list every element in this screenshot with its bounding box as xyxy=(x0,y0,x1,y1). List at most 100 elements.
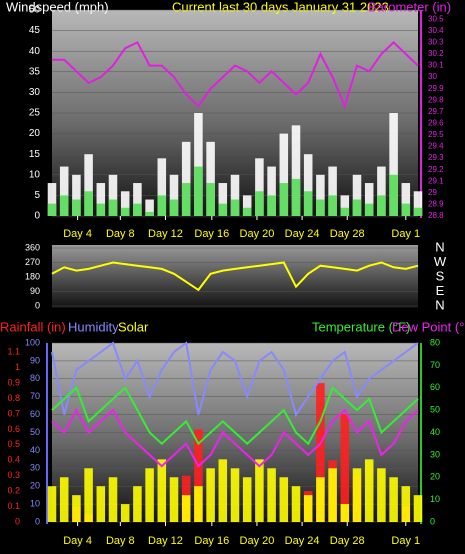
y2-tick-label: 30 xyxy=(428,72,437,81)
bar xyxy=(255,459,264,522)
bar xyxy=(59,166,69,216)
bar xyxy=(413,495,423,522)
bar xyxy=(120,504,130,522)
bar xyxy=(328,468,337,522)
y2-tick-label: E xyxy=(436,283,445,298)
series-line xyxy=(51,261,419,292)
bar xyxy=(206,183,215,216)
y-tick-label: 45 xyxy=(29,25,41,36)
y-tick-label: 50 xyxy=(29,5,41,16)
x-tick-label: Day 24 xyxy=(285,535,320,547)
series-line xyxy=(51,341,419,417)
y3-tick-label: 0.1 xyxy=(7,501,20,511)
y2-tick-label: 29.9 xyxy=(428,84,444,93)
bar xyxy=(364,203,374,216)
bar xyxy=(242,477,252,522)
bar xyxy=(133,183,142,216)
y2-tick-label: 30.4 xyxy=(428,26,444,35)
y3-tick-label: 0.7 xyxy=(7,408,20,418)
bar xyxy=(267,195,276,216)
bar xyxy=(377,195,386,216)
bar xyxy=(218,203,228,216)
y2-tick-label: 60 xyxy=(430,382,440,392)
y2-tick-label: 20 xyxy=(430,472,440,482)
bar xyxy=(169,477,179,522)
y3-tick-label: 0.4 xyxy=(7,455,20,465)
bar xyxy=(230,468,240,522)
bar xyxy=(84,191,93,216)
y3-tick-label: 0.5 xyxy=(7,439,20,449)
y-tick-label: 40 xyxy=(30,445,40,455)
y3-tick-label: 0.6 xyxy=(7,424,20,434)
bar xyxy=(145,468,154,522)
y2-tick-label: 30.5 xyxy=(428,14,444,23)
y2-tick-label: 29.8 xyxy=(428,95,444,104)
bar xyxy=(340,504,350,522)
bar xyxy=(340,413,350,522)
bar xyxy=(218,459,228,522)
x-tick-label: Day 28 xyxy=(330,228,365,240)
bar xyxy=(169,199,179,216)
bar xyxy=(157,459,167,522)
bar xyxy=(194,429,203,522)
bar xyxy=(72,495,81,522)
y-tick-label: 15 xyxy=(29,149,41,160)
x-tick-label: Day 1 xyxy=(391,535,420,547)
bar xyxy=(316,174,325,216)
y2-tick-label: 40 xyxy=(430,427,440,437)
legend-label: Solar xyxy=(118,319,149,334)
bar xyxy=(120,207,130,216)
bar xyxy=(279,183,289,216)
series-line xyxy=(51,386,419,446)
bar xyxy=(303,154,313,216)
x-tick-label: Day 20 xyxy=(240,228,275,240)
bar xyxy=(340,195,350,216)
bar xyxy=(413,207,423,216)
bar xyxy=(230,174,240,216)
x-tick-label: Day 16 xyxy=(194,535,229,547)
y-tick-label: 20 xyxy=(29,128,41,139)
bar xyxy=(169,174,179,216)
bar xyxy=(157,195,167,216)
y3-tick-label: 0.2 xyxy=(7,486,20,496)
bar xyxy=(133,203,142,216)
y-tick-label: 80 xyxy=(30,373,40,383)
bar xyxy=(96,486,106,522)
chart-title: Current last 30 days January 31 2023 xyxy=(172,0,389,14)
y-tick-label: 0 xyxy=(35,516,40,526)
bar xyxy=(328,195,337,216)
x-tick-label: Day 8 xyxy=(106,535,135,547)
y2-tick-label: 30 xyxy=(430,449,440,459)
legend-label: Dew Point (°F) xyxy=(392,319,465,334)
bar xyxy=(242,195,252,216)
y-tick-label: 270 xyxy=(25,257,40,267)
y2-tick-label: S xyxy=(436,268,445,283)
bar xyxy=(230,199,240,216)
y-tick-label: 90 xyxy=(30,355,40,365)
bar xyxy=(279,477,289,522)
y2-tick-label: 30.3 xyxy=(428,38,444,47)
y3-tick-label: 1 xyxy=(15,362,20,372)
y-tick-label: 30 xyxy=(29,87,41,98)
x-tick-label: Day 24 xyxy=(285,228,320,240)
bar xyxy=(316,477,325,522)
panel-direction xyxy=(52,245,418,308)
bar xyxy=(267,468,276,522)
bar xyxy=(255,191,264,216)
y2-tick-label: 50 xyxy=(430,405,440,415)
y2-tick-label: 28.9 xyxy=(428,200,444,209)
y-tick-label: 40 xyxy=(29,46,41,57)
bar xyxy=(72,174,81,216)
bar xyxy=(328,166,337,216)
x-tick-label: Day 8 xyxy=(106,228,135,240)
bar xyxy=(59,477,69,522)
barometer-label: Barometer (in) xyxy=(368,0,451,14)
y2-tick-label: 70 xyxy=(430,360,440,370)
y2-tick-label: 80 xyxy=(430,337,440,347)
y-tick-label: 0 xyxy=(34,211,40,222)
y2-tick-label: 29 xyxy=(428,188,437,197)
bar xyxy=(145,199,154,216)
x-tick-label: Day 4 xyxy=(63,228,92,240)
y-tick-label: 100 xyxy=(25,337,40,347)
